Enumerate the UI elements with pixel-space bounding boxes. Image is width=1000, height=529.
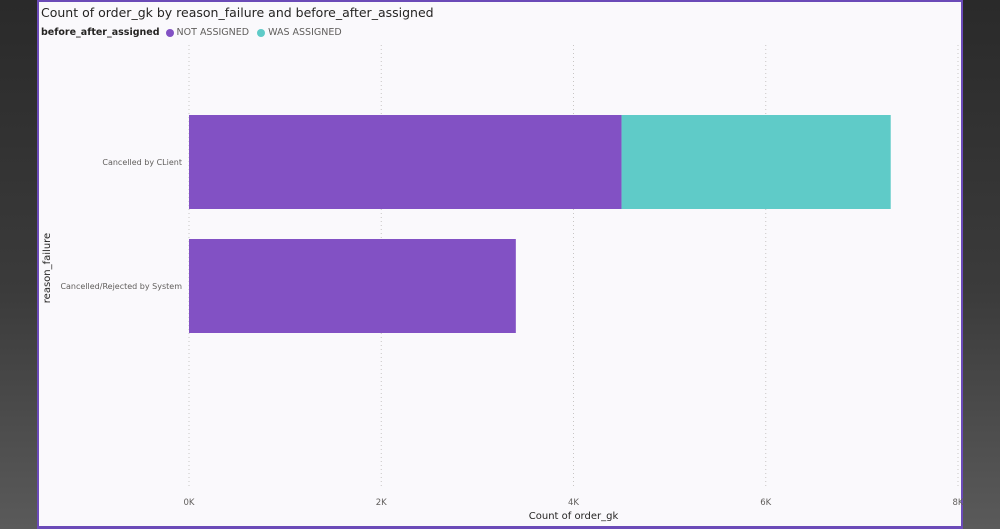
bar-cancelled-rejected-by-system-not-assigned[interactable] xyxy=(189,239,516,333)
bar-cancelled-by-client-not-assigned[interactable] xyxy=(189,115,622,209)
background-left xyxy=(0,0,38,529)
axis-labels: 0K 2K 4K 6K 8K Cancelled by CLient Cancelled/R… xyxy=(42,158,964,522)
visual-bottom-border xyxy=(37,526,963,529)
y-category-label-cancelled-rejected-by-system: Cancelled/Rejected by System xyxy=(60,282,182,291)
y-axis-title: reason_failure xyxy=(42,233,53,303)
x-tick-label-2k: 2K xyxy=(376,498,387,508)
chart-title: Count of order_gk by reason_failure and … xyxy=(41,5,434,20)
x-tick-label-4k: 4K xyxy=(568,498,579,508)
legend-item-was-assigned[interactable]: WAS ASSIGNED xyxy=(257,27,342,38)
x-tick-label-6k: 6K xyxy=(760,498,771,508)
legend-marker-not-assigned xyxy=(165,28,174,37)
legend-label-was-assigned: WAS ASSIGNED xyxy=(268,27,342,38)
legend-marker-was-assigned xyxy=(257,28,266,37)
legend: before_after_assigned NOT ASSIGNED WAS A… xyxy=(41,27,350,38)
legend-item-not-assigned[interactable]: NOT ASSIGNED xyxy=(165,27,250,38)
bar-cancelled-by-client-was-assigned[interactable] xyxy=(621,115,891,209)
x-tick-label-8k: 8K xyxy=(953,498,964,508)
x-tick-label-0k: 0K xyxy=(184,498,195,508)
bars xyxy=(189,115,891,333)
y-category-label-cancelled-by-client: Cancelled by CLient xyxy=(102,158,182,167)
x-axis-title: Count of order_gk xyxy=(529,511,619,522)
legend-title: before_after_assigned xyxy=(41,27,160,38)
legend-label-not-assigned: NOT ASSIGNED xyxy=(176,27,250,38)
background-right xyxy=(962,0,1000,529)
